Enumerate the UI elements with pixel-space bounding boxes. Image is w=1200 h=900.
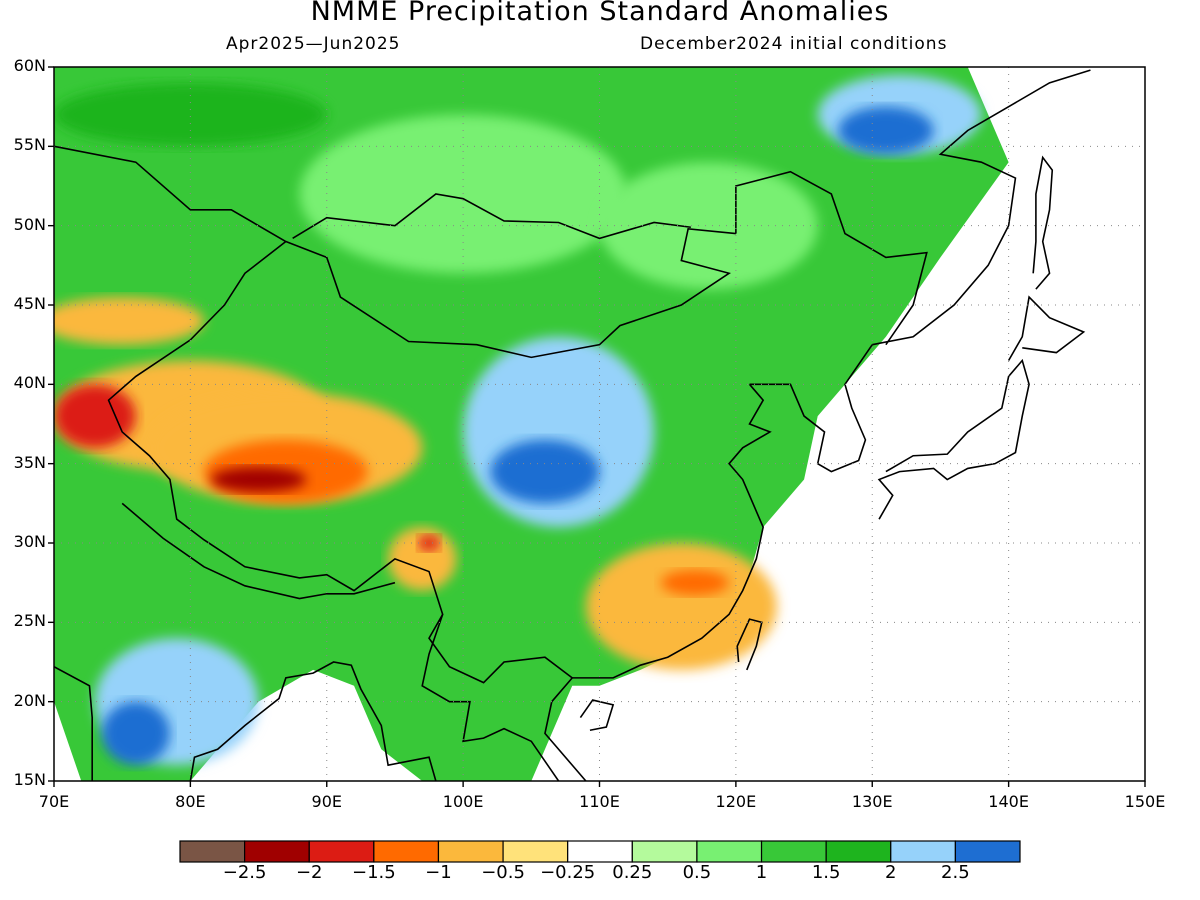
lon-label: 90E [311, 792, 342, 811]
colorbar-swatch [631, 840, 698, 863]
anomaly-east-tibet-dry-core [418, 535, 440, 551]
initial-conditions: December2024 initial conditions [640, 34, 948, 54]
lat-label: 20N [13, 690, 46, 710]
colorbar-label: 1 [755, 862, 768, 883]
colorbar-swatch [373, 840, 440, 863]
russia-mongolia-border [292, 193, 691, 240]
colorbar-label: −1 [425, 862, 452, 883]
china-mongolia-border [285, 227, 736, 359]
lon-label: 130E [851, 792, 893, 811]
lat-label: 30N [13, 532, 46, 551]
lat-label: 55N [13, 135, 46, 155]
colorbar-swatch [502, 840, 569, 863]
colorbar-label: 0.25 [612, 862, 653, 883]
anomaly-kazakhstan-dry [54, 297, 204, 345]
taiwan-island [736, 618, 763, 671]
anomaly-india-wet-core [101, 701, 170, 766]
colorbar-label: 2 [885, 862, 897, 883]
japan-hokkaido [1007, 295, 1086, 361]
forecast-period: Apr2025—Jun2025 [226, 34, 401, 54]
korea-coast [749, 344, 873, 473]
lon-label: 120E [715, 792, 757, 811]
colorbar-swatch [437, 840, 504, 863]
colorbar-swatch [696, 840, 763, 863]
colorbar-swatch [954, 840, 1021, 863]
russia-pacific-coast [872, 69, 1091, 346]
map-title: NMME Precipitation Standard Anomalies [310, 0, 890, 27]
china-west-border [107, 240, 573, 684]
amur-border [735, 170, 928, 346]
anomaly-tibet-dry [210, 466, 307, 493]
anomaly-north-china-wet-core [490, 439, 600, 504]
colorbar-label: 1.5 [811, 862, 841, 883]
india-east-coast [189, 661, 437, 781]
colorbar-label: −1.5 [351, 862, 396, 883]
colorbar-label: 0.5 [682, 862, 712, 883]
japan-honshu [877, 358, 1030, 520]
colorbar-swatch [890, 840, 956, 863]
china-east-coast [544, 383, 772, 781]
colorbar-label: −2 [295, 862, 323, 883]
lon-label: 150E [1124, 792, 1166, 811]
lat-label: 50N [13, 214, 46, 234]
colorbar-swatch [825, 840, 892, 863]
colorbar-swatch [244, 840, 310, 863]
anomaly-east-tibet-dry [388, 527, 457, 591]
anomaly-pamir-dry [54, 384, 136, 448]
lon-label: 110E [579, 792, 620, 811]
lat-label: 45N [13, 294, 46, 313]
lat-label: 25N [13, 611, 46, 631]
manchuria-moderate-field [599, 162, 818, 290]
hainan-island [579, 699, 615, 732]
lat-label: 60N [13, 56, 46, 75]
colorbar-swatch [567, 840, 633, 863]
sakhalin-island [1032, 155, 1054, 290]
colorbar-label: −0.25 [540, 862, 596, 883]
colorbar-swatch [308, 840, 375, 863]
colorbar-swatch [760, 840, 827, 863]
colorbar-swatch [179, 840, 246, 863]
lon-label: 80E [175, 792, 206, 811]
colorbar-label: −2.5 [222, 862, 267, 883]
lat-label: 35N [13, 452, 46, 472]
himalaya-south-border [121, 502, 396, 600]
colorbar-label: 2.5 [941, 862, 970, 883]
anomaly-south-china-dry [585, 543, 777, 670]
siberia-strong-field [54, 82, 327, 147]
kazakh-border [54, 145, 287, 243]
india-west-coast [54, 666, 93, 781]
lat-label: 15N [13, 770, 46, 789]
anomaly-south-china-dry-core [660, 569, 730, 596]
indochina-borders [421, 614, 560, 781]
lat-label: 40N [13, 373, 46, 393]
anomaly-siberia-wet-core [838, 106, 934, 155]
lon-label: 140E [988, 792, 1029, 811]
lon-label: 70E [38, 792, 70, 811]
lon-label: 100E [442, 792, 484, 811]
colorbar-label: −0.5 [481, 862, 525, 883]
